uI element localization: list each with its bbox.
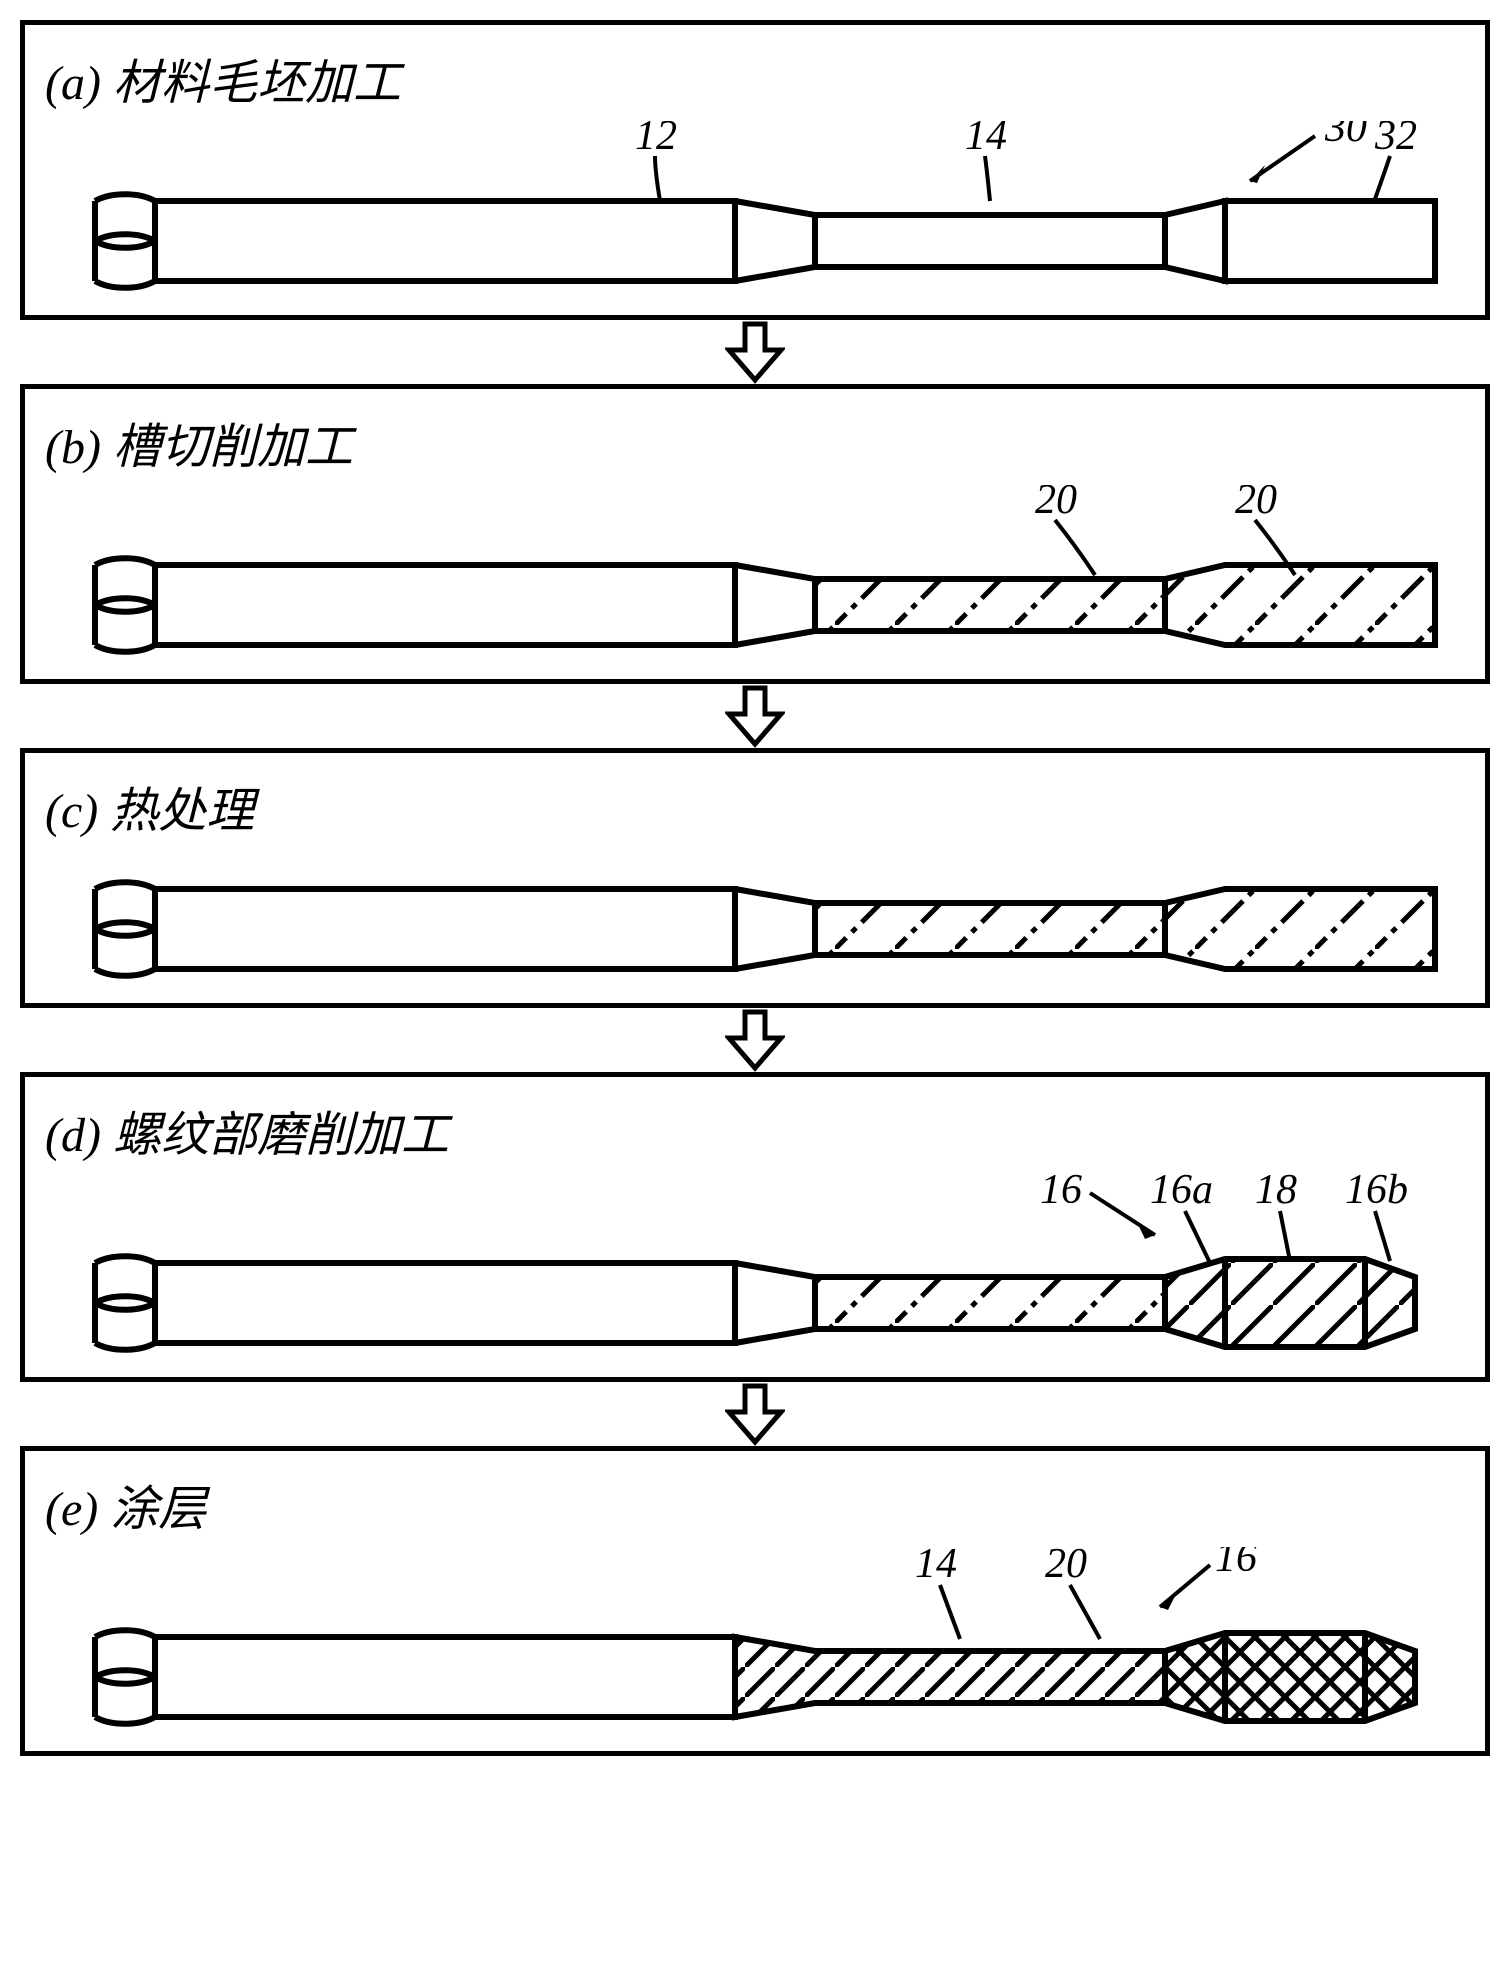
callout-16: 16 bbox=[1040, 1173, 1082, 1213]
step-d-figure: 16 16a 18 16b bbox=[45, 1173, 1465, 1353]
step-c-label: (c) 热处理 bbox=[45, 771, 1465, 841]
callout-16-e: 16 bbox=[1215, 1547, 1257, 1581]
step-c-figure bbox=[45, 849, 1465, 979]
callout-14: 14 bbox=[965, 121, 1007, 159]
callout-18: 18 bbox=[1255, 1173, 1297, 1213]
step-d-label: (d) 螺纹部磨削加工 bbox=[45, 1095, 1465, 1165]
step-b-figure: 20 20 bbox=[45, 485, 1465, 655]
arrow-b-c bbox=[725, 684, 785, 748]
callout-12: 12 bbox=[635, 121, 677, 159]
callout-16b: 16b bbox=[1345, 1173, 1408, 1213]
step-a-figure: 12 14 30 32 bbox=[45, 121, 1465, 291]
step-b-label: (b) 槽切削加工 bbox=[45, 407, 1465, 477]
callout-16a: 16a bbox=[1150, 1173, 1213, 1213]
step-a-box: (a) 材料毛坯加工 12 14 30 32 bbox=[20, 20, 1490, 320]
callout-20-1: 20 bbox=[1035, 485, 1077, 523]
callout-20-e: 20 bbox=[1045, 1547, 1087, 1587]
arrow-c-d bbox=[725, 1008, 785, 1072]
arrow-d-e bbox=[725, 1382, 785, 1446]
callout-32: 32 bbox=[1374, 121, 1417, 159]
arrow-a-b bbox=[725, 320, 785, 384]
step-e-box: (e) 涂层 14 20 16 bbox=[20, 1446, 1490, 1756]
callout-30: 30 bbox=[1324, 121, 1367, 151]
callout-14-e: 14 bbox=[915, 1547, 957, 1587]
step-c-box: (c) 热处理 bbox=[20, 748, 1490, 1008]
step-b-box: (b) 槽切削加工 20 20 bbox=[20, 384, 1490, 684]
step-e-figure: 14 20 16 bbox=[45, 1547, 1465, 1727]
callout-20-2: 20 bbox=[1235, 485, 1277, 523]
step-d-box: (d) 螺纹部磨削加工 16 16a 18 bbox=[20, 1072, 1490, 1382]
step-a-label: (a) 材料毛坯加工 bbox=[45, 43, 1465, 113]
process-diagram: (a) 材料毛坯加工 12 14 30 32 bbox=[20, 20, 1490, 1756]
step-e-label: (e) 涂层 bbox=[45, 1469, 1465, 1539]
